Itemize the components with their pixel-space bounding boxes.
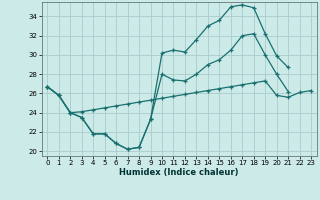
X-axis label: Humidex (Indice chaleur): Humidex (Indice chaleur) [119,168,239,177]
